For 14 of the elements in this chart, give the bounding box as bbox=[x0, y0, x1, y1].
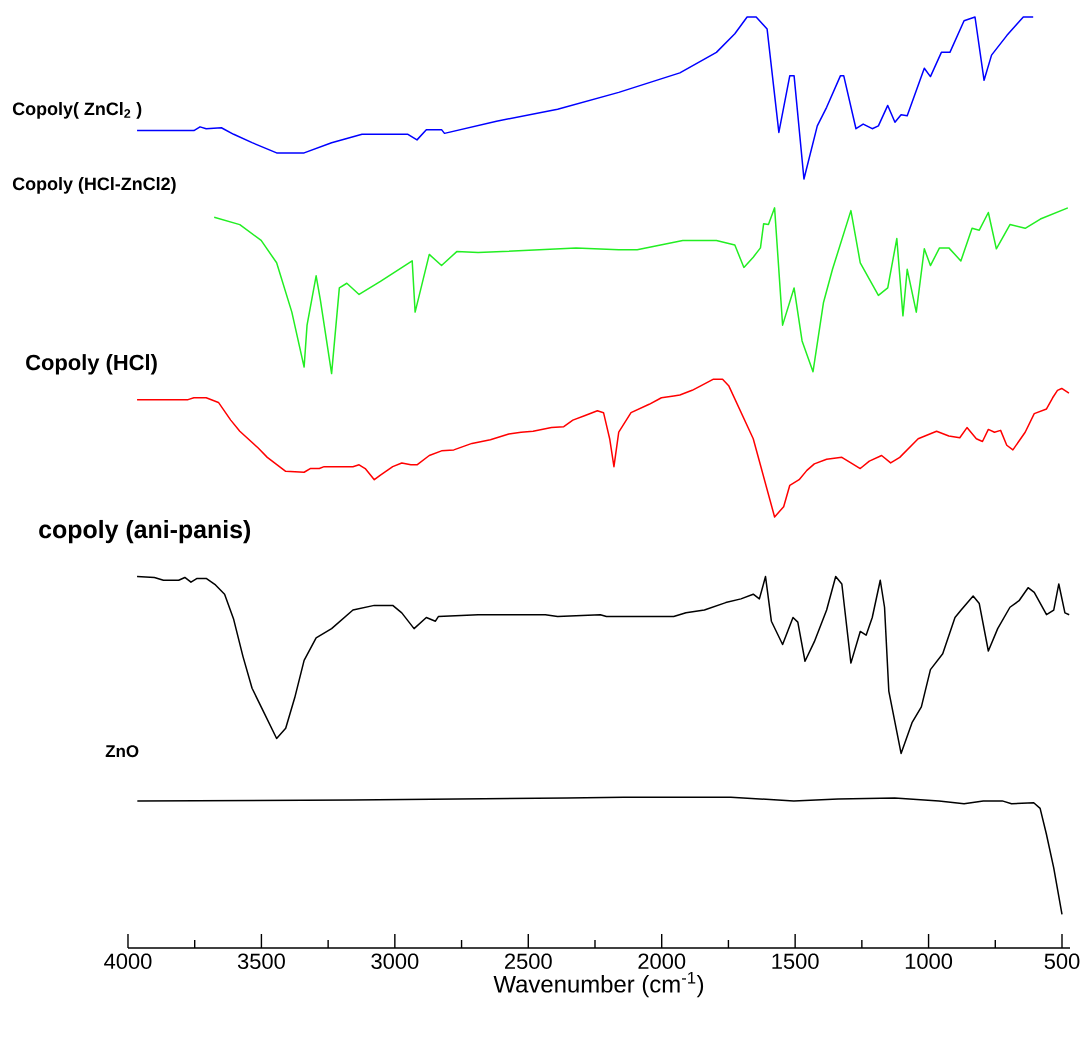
x-tick-label: 500 bbox=[1044, 953, 1080, 970]
x-tick-label: 3000 bbox=[371, 953, 419, 970]
x-tick-label: 3500 bbox=[237, 953, 285, 970]
x-tick-label: 1500 bbox=[772, 953, 819, 970]
x-tick-label: 1000 bbox=[905, 953, 953, 970]
x-tick-label: 2500 bbox=[505, 953, 552, 970]
x-axis-title: Wavenumber (cm$^{-1}$) bbox=[493, 971, 704, 998]
x-tick-label: 2000 bbox=[638, 953, 686, 970]
text: Copoly (HCl-ZnCl2) bbox=[12, 176, 176, 194]
text: ZnO bbox=[105, 745, 139, 758]
series-label: Copoly( ZnCl$_{2}$ ) bbox=[12, 101, 142, 119]
series-label: copoly (ani-panis) bbox=[39, 519, 251, 544]
x-tick-label: 4000 bbox=[104, 953, 152, 970]
series-label: Copoly (HCl) bbox=[26, 354, 157, 375]
